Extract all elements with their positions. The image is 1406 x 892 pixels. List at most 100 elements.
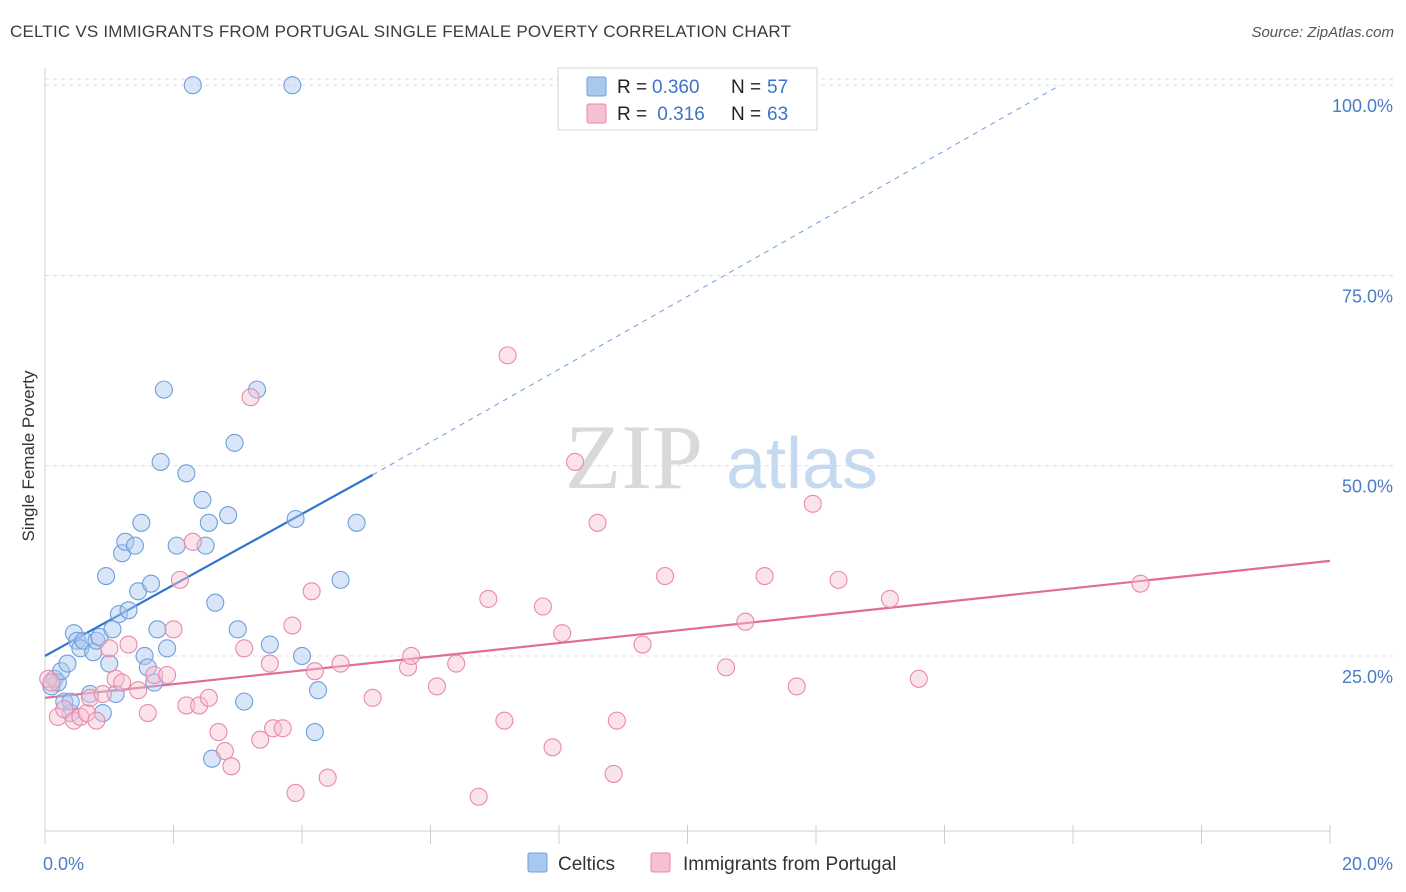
portugal-point xyxy=(158,665,177,685)
celtics-point xyxy=(109,605,128,624)
celtics-swatch xyxy=(586,76,607,97)
portugal-point xyxy=(93,684,112,704)
celtics-point xyxy=(96,567,116,586)
celtics-point xyxy=(292,646,312,666)
x-tick-label-max: 20.0% xyxy=(1342,854,1393,874)
portugal-point xyxy=(498,346,517,365)
x-tick-label-min: 0.0% xyxy=(43,854,84,874)
portugal-point xyxy=(607,711,626,730)
celtics-point xyxy=(235,692,254,711)
celtics-point xyxy=(177,464,196,483)
portugal-point xyxy=(170,570,189,589)
stats-legend: R = 0.360 N = 57 R = 0.316 N = 63 xyxy=(557,67,818,131)
celtics-r-label: R = xyxy=(617,77,647,98)
celtics-point xyxy=(305,723,324,742)
portugal-point xyxy=(119,635,138,654)
watermark-zip: ZIP xyxy=(565,406,703,508)
portugal-point xyxy=(283,616,302,635)
portugal-point xyxy=(264,719,283,738)
portugal-point xyxy=(190,696,209,715)
portugal-point xyxy=(880,589,899,608)
celtics-trend-extension xyxy=(372,84,1061,476)
celtics-point xyxy=(80,684,100,704)
celtics-r-value: 0.360 xyxy=(652,77,700,98)
celtics-point xyxy=(135,646,154,666)
portugal-point xyxy=(1131,574,1150,593)
celtics-point xyxy=(119,601,138,620)
portugal-point xyxy=(909,669,928,688)
celtics-point xyxy=(199,513,218,532)
celtics-point xyxy=(154,380,173,399)
celtics-point xyxy=(132,513,151,532)
y-tick-label: 25.0% xyxy=(1342,667,1393,687)
portugal-point xyxy=(318,768,337,787)
celtics-point xyxy=(100,654,119,673)
celtics-point xyxy=(61,692,80,711)
celtics-point xyxy=(206,593,225,612)
portugal-n-value: 63 xyxy=(767,104,788,125)
celtics-point xyxy=(193,490,212,510)
portugal-point xyxy=(604,764,623,783)
celtics-point xyxy=(138,658,157,677)
portugal-point xyxy=(447,654,466,673)
portugal-point xyxy=(398,658,418,677)
legend-portugal-label: Immigrants from Portugal xyxy=(683,854,896,875)
portugal-point xyxy=(77,703,96,723)
portugal-point xyxy=(199,688,218,707)
portugal-r-value: 0.316 xyxy=(652,104,705,125)
x-tick-labels: 0.0% 20.0% xyxy=(43,854,1393,874)
celtics-point xyxy=(103,620,122,639)
y-tick-label: 50.0% xyxy=(1342,477,1393,497)
series-legend: Celtics Immigrants from Portugal xyxy=(527,852,896,875)
celtics-point xyxy=(283,76,302,95)
portugal-point xyxy=(736,612,755,631)
portugal-point xyxy=(803,494,822,513)
celtics-point xyxy=(286,509,305,529)
portugal-point xyxy=(235,639,254,658)
portugal-point xyxy=(566,452,585,471)
portugal-trend-line xyxy=(44,559,1331,699)
celtics-point xyxy=(55,692,74,711)
portugal-point xyxy=(183,532,202,551)
portugal-point xyxy=(402,646,421,666)
celtics-n-label: N = xyxy=(731,77,761,98)
portugal-point xyxy=(755,567,774,586)
celtics-n-value: 57 xyxy=(767,77,788,98)
celtics-point xyxy=(58,654,77,673)
portugal-point xyxy=(331,654,350,673)
portugal-point xyxy=(241,388,260,407)
portugal-point xyxy=(87,711,106,730)
portugal-point xyxy=(633,635,652,654)
portugal-point xyxy=(829,570,848,589)
source-label: Source: ZipAtlas.com xyxy=(1251,24,1394,41)
celtics-point xyxy=(219,506,238,525)
celtics-point xyxy=(48,673,67,692)
celtics-point xyxy=(225,433,244,452)
watermark: ZIP atlas xyxy=(565,406,878,508)
celtics-point xyxy=(148,620,167,639)
portugal-point xyxy=(716,658,736,677)
portugal-point xyxy=(655,567,675,586)
chart-title: CELTIC VS IMMIGRANTS FROM PORTUGAL SINGL… xyxy=(10,22,792,41)
portugal-point xyxy=(177,696,196,715)
portugal-point xyxy=(273,719,292,738)
portugal-point xyxy=(215,742,234,761)
portugal-point xyxy=(479,589,498,608)
portugal-point xyxy=(222,757,241,776)
portugal-point xyxy=(787,677,806,696)
celtics-point xyxy=(347,513,366,532)
portugal-point xyxy=(100,639,119,658)
portugal-point xyxy=(427,677,446,696)
celtics-point xyxy=(141,574,161,593)
portugal-point xyxy=(302,582,321,601)
celtics-point xyxy=(125,536,144,555)
y-tick-labels: 25.0% 50.0% 75.0% 100.0% xyxy=(1332,96,1393,687)
portugal-point xyxy=(251,730,270,749)
legend-celtics-label: Celtics xyxy=(558,854,615,875)
celtics-point xyxy=(309,681,328,700)
celtics-point xyxy=(151,452,170,471)
data-points xyxy=(39,76,1150,806)
celtics-point xyxy=(106,684,125,704)
celtics-point xyxy=(183,76,202,95)
